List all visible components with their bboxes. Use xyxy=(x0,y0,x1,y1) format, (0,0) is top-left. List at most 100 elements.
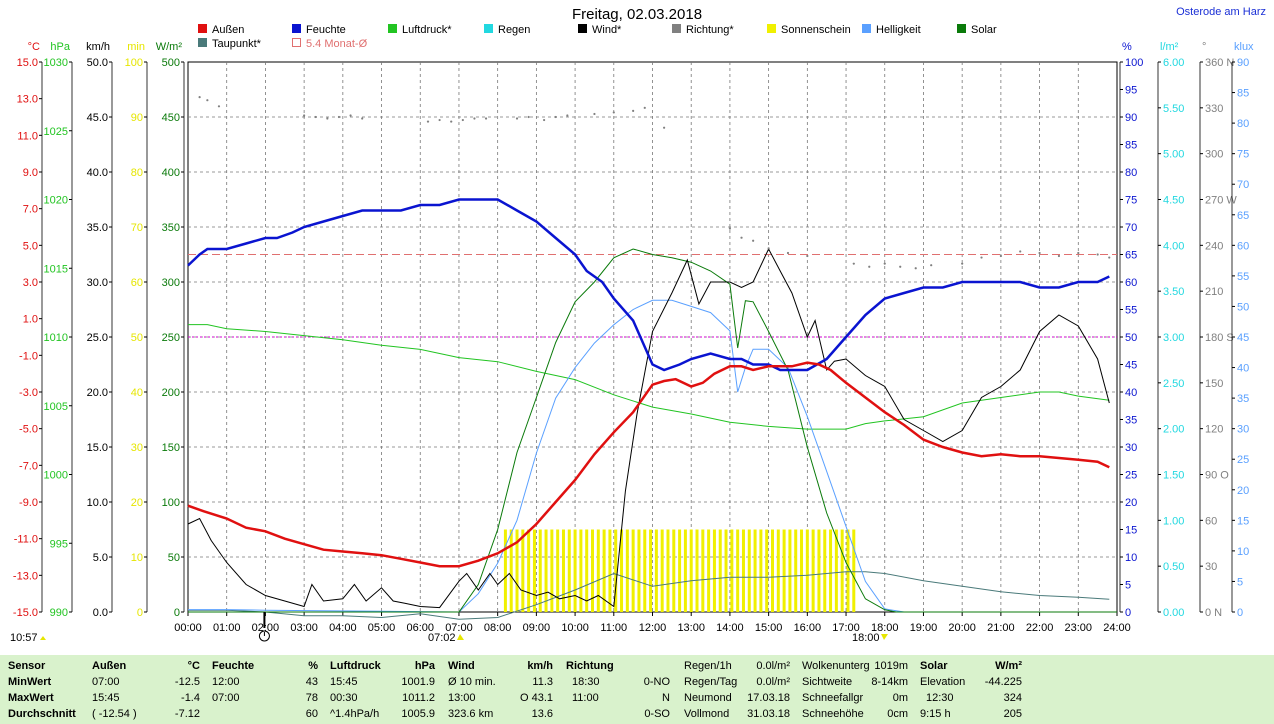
right-axis-label: 210 xyxy=(1205,286,1223,298)
legend-swatch xyxy=(672,24,681,33)
sunset-icon xyxy=(881,634,888,640)
sunrise-label: 07:02 xyxy=(428,632,456,644)
direction-point xyxy=(473,117,476,120)
direction-point xyxy=(426,120,430,123)
stats-wind-max: O 43.1 xyxy=(519,692,553,704)
sunshine-bar xyxy=(608,529,612,612)
sunshine-bar xyxy=(759,529,763,612)
right-axis-label: 2.00 xyxy=(1163,424,1184,436)
left-axis-label: 300 xyxy=(162,277,180,289)
right-axis-label: 150 xyxy=(1205,378,1223,390)
left-axis-label: 10.0 xyxy=(87,497,108,509)
right-axis-label: 0 xyxy=(1125,607,1131,619)
left-axis-unit: km/h xyxy=(86,41,110,53)
sunshine-bar xyxy=(602,529,606,612)
stats-richtung-avg: 0-SO xyxy=(644,708,670,720)
direction-point xyxy=(852,262,855,265)
stats-luftdruck-avg: 1005.9 xyxy=(401,708,435,720)
left-axis-label: 1.0 xyxy=(23,314,38,326)
right-axis-label: 1.50 xyxy=(1163,470,1184,482)
left-axis-unit: hPa xyxy=(50,41,70,53)
left-axis-label: 30.0 xyxy=(87,277,108,289)
left-axis-label: -5.0 xyxy=(19,424,38,436)
right-axis-label: 100 xyxy=(1125,57,1143,69)
right-axis-label: 35 xyxy=(1125,415,1137,427)
series-line-taupunkt xyxy=(188,571,1110,620)
left-axis-label: 200 xyxy=(162,387,180,399)
right-axis-label: 95 xyxy=(1125,85,1137,97)
stats-luftdruck-time: Luftdruck 15:45 00:30 ^1.4hPa/h xyxy=(330,658,381,722)
legend-swatch xyxy=(292,24,301,33)
right-axis-label: 90 xyxy=(1237,57,1249,69)
left-axis-label: 0 xyxy=(137,607,143,619)
stats-feuchte-unit: % xyxy=(308,660,318,672)
now-sun-icon xyxy=(40,636,46,640)
direction-point xyxy=(868,265,871,268)
left-axis-label: 0 xyxy=(174,607,180,619)
right-axis-label: 55 xyxy=(1125,305,1137,317)
right-axis-label: 75 xyxy=(1125,195,1137,207)
right-axis-unit: % xyxy=(1122,41,1132,53)
right-axis-label: 0 xyxy=(1237,607,1243,619)
right-axis-label: 180 S xyxy=(1205,332,1234,344)
right-axis-label: 85 xyxy=(1125,140,1137,152)
left-axis-label: 80 xyxy=(131,167,143,179)
sunshine-bar xyxy=(817,529,821,612)
right-axis-label: 30 xyxy=(1205,561,1217,573)
stats-wind-avg: 13.6 xyxy=(531,708,553,720)
left-axis-label: -13.0 xyxy=(13,570,38,582)
direction-point xyxy=(554,115,557,119)
stats-richtung-time: Richtung 18:30 11:00 xyxy=(566,658,614,722)
left-axis-label: 90 xyxy=(131,112,143,124)
stats-regen-values: 0.0l/m² 0.0l/m² 17.03.18 31.03.18 xyxy=(740,658,790,722)
legend-label: Luftdruck* xyxy=(402,24,452,36)
left-axis-label: 500 xyxy=(162,57,180,69)
legend-label: Sonnenschein xyxy=(781,24,851,36)
stats-feuchte-avg-note xyxy=(212,706,254,722)
x-tick-label: 15:00 xyxy=(755,622,783,634)
left-axis-label: 100 xyxy=(162,497,180,509)
direction-point xyxy=(767,247,770,250)
right-axis-label: 45 xyxy=(1237,332,1249,344)
series-line-helligkeit xyxy=(188,299,1117,613)
sunrise-icon xyxy=(457,634,464,640)
stats-regen-label-3: Neumond xyxy=(684,692,732,704)
stats-feuchte-values: % 43 78 60 xyxy=(280,658,318,722)
sunshine-bar xyxy=(625,529,629,612)
sunshine-bar xyxy=(637,529,641,612)
stats-wind-header: Wind xyxy=(448,660,475,672)
sunshine-bar xyxy=(544,529,548,612)
x-tick-label: 24:00 xyxy=(1103,622,1131,634)
direction-point xyxy=(1077,251,1080,255)
right-axis-label: 40 xyxy=(1125,387,1137,399)
right-axis-label: 30 xyxy=(1125,442,1137,454)
left-axis-label: 45.0 xyxy=(87,112,108,124)
left-axis-label: 60 xyxy=(131,277,143,289)
direction-point xyxy=(752,239,755,242)
x-tick-label: 07:00 xyxy=(445,622,473,634)
left-axis-label: 13.0 xyxy=(17,94,38,106)
direction-point xyxy=(728,227,732,230)
direction-point xyxy=(1057,254,1061,258)
direction-point xyxy=(632,109,635,112)
x-tick-label: 05:00 xyxy=(368,622,396,634)
left-axis-label: 250 xyxy=(162,332,180,344)
sunshine-bar xyxy=(852,529,856,612)
left-axis-label: 400 xyxy=(162,167,180,179)
sunshine-bar xyxy=(678,529,682,612)
sunshine-bar xyxy=(707,529,711,612)
direction-point xyxy=(612,111,615,114)
direction-point xyxy=(806,254,809,258)
sunshine-bar xyxy=(782,529,786,612)
sunshine-bar xyxy=(654,529,658,612)
stats-luftdruck-min-time: 15:45 xyxy=(330,676,358,688)
sunshine-bar xyxy=(846,529,850,612)
direction-point xyxy=(349,114,352,117)
x-tick-label: 16:00 xyxy=(794,622,822,634)
sunshine-bar xyxy=(550,529,554,612)
direction-point xyxy=(543,118,546,122)
x-tick-label: 06:00 xyxy=(406,622,434,634)
left-axis-unit: W/m² xyxy=(156,41,183,53)
x-tick-label: 04:00 xyxy=(329,622,357,634)
stats-regen-value-2: 0.0l/m² xyxy=(756,676,790,688)
